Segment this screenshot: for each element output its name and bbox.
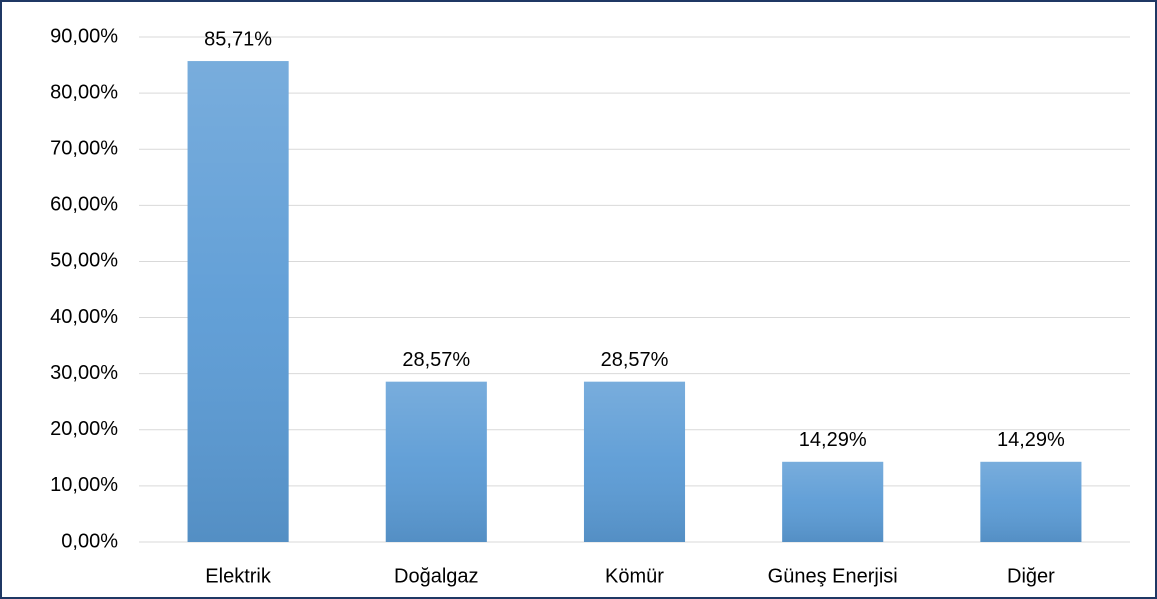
x-tick-label: Diğer (1007, 565, 1055, 587)
y-tick-label: 20,00% (50, 418, 118, 440)
y-tick-label: 80,00% (50, 81, 118, 103)
y-tick-label: 60,00% (50, 194, 118, 216)
y-tick-label: 30,00% (50, 362, 118, 384)
bar-shade (782, 461, 884, 542)
x-tick-label: Güneş Enerjisi (768, 565, 898, 587)
y-tick-label: 70,00% (50, 138, 118, 160)
y-tick-label: 90,00% (50, 25, 118, 47)
y-tick-label: 40,00% (50, 306, 118, 328)
value-label: 85,71% (204, 28, 272, 50)
bar-shade (187, 61, 289, 543)
bar-shade (583, 381, 686, 542)
x-tick-label: Doğalgaz (394, 565, 479, 587)
x-tick-label: Elektrik (205, 565, 272, 587)
value-label: 28,57% (402, 349, 470, 371)
y-tick-label: 50,00% (50, 250, 118, 272)
value-label: 28,57% (601, 349, 669, 371)
bar-shade (385, 381, 487, 542)
y-tick-label: 10,00% (50, 474, 118, 496)
y-tick-label: 0,00% (61, 530, 118, 552)
value-label: 14,29% (997, 429, 1065, 451)
value-label: 14,29% (799, 429, 867, 451)
bar-shade (980, 461, 1082, 542)
x-tick-label: Kömür (605, 565, 664, 587)
